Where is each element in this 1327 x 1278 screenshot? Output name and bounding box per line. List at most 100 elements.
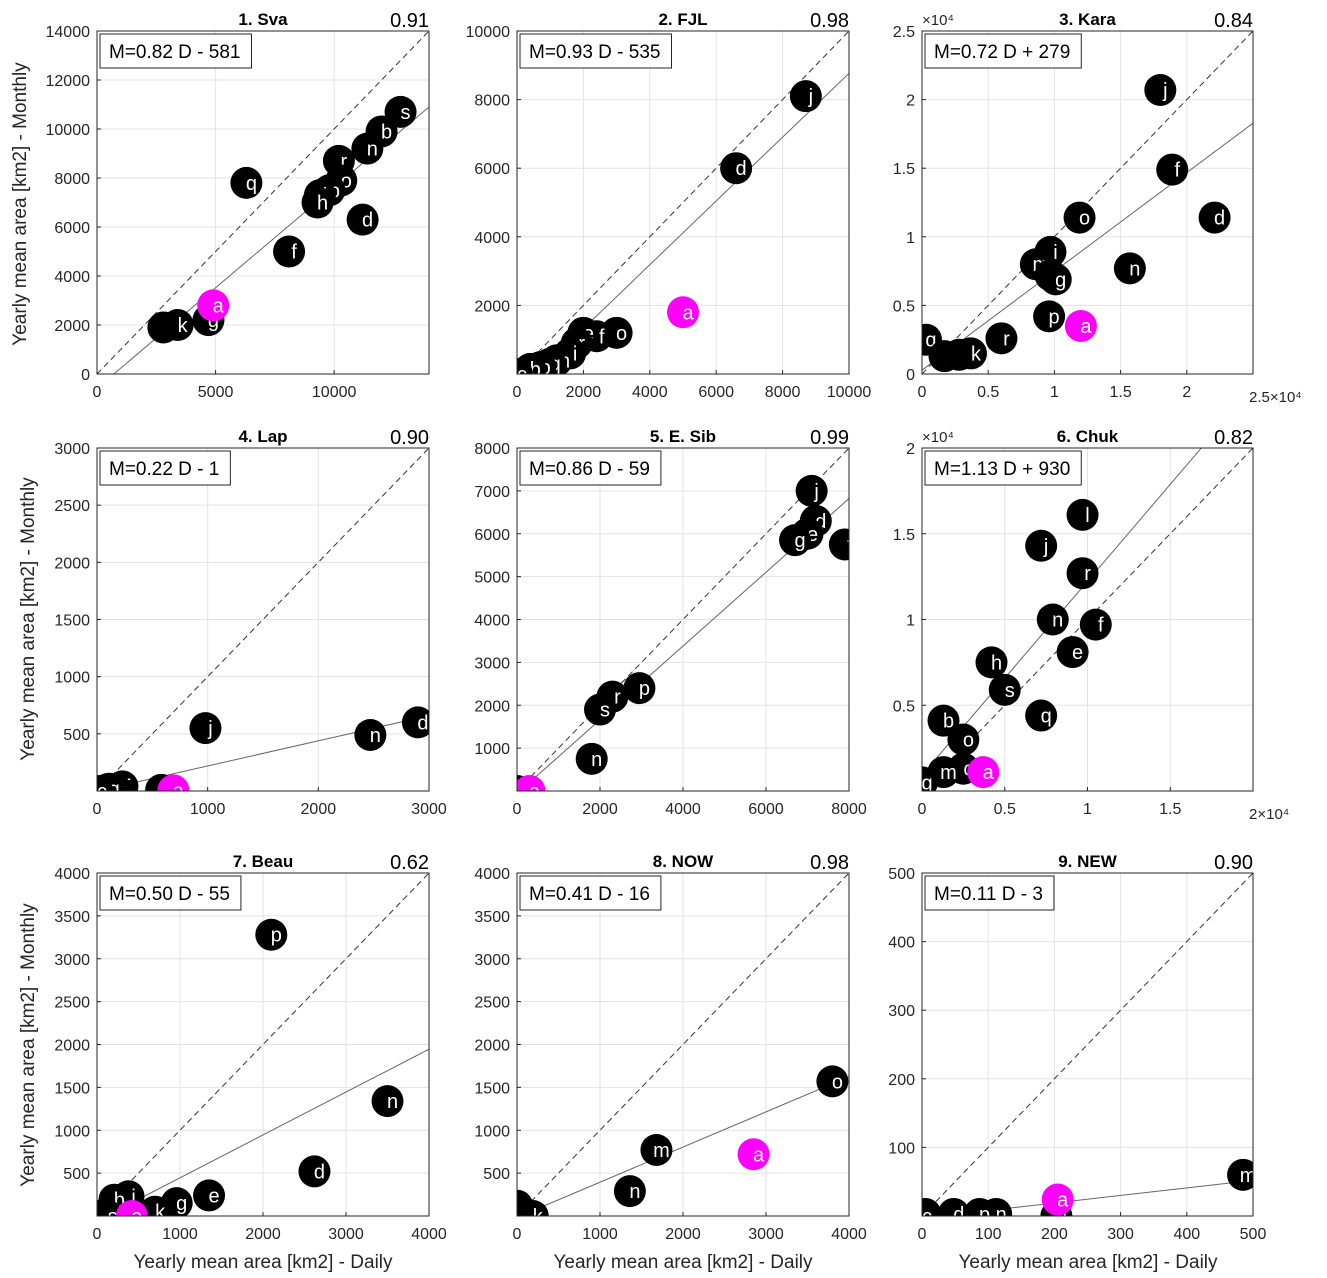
x-tick-label: 0 [93, 384, 102, 401]
data-point [1079, 608, 1112, 641]
data-point [517, 1200, 549, 1216]
x-tick-label: 2000 [245, 1226, 281, 1243]
data-point [1198, 201, 1231, 234]
regression-line [518, 1076, 849, 1216]
data-point [988, 673, 1021, 706]
data-point-label: j [813, 481, 818, 503]
data-point-label: p [639, 678, 650, 700]
data-point-label: g [794, 530, 805, 552]
axes-frame [96, 30, 430, 375]
equation-frame [924, 875, 1055, 911]
data-point-label: g [921, 772, 932, 794]
x-axis-label-col3: Yearly mean area [km2] - Daily [958, 1252, 1218, 1273]
data-point-label: m [1240, 1165, 1257, 1187]
data-point-label: b [530, 359, 541, 381]
x-tick-label: 0.5 [977, 384, 999, 401]
data-point-label: o [616, 323, 627, 345]
data-point-label: n [1129, 258, 1140, 280]
x-exponent-label: 2×10⁴ [1249, 806, 1289, 823]
regression-line [105, 1048, 429, 1216]
data-point [947, 723, 980, 756]
panel-5: 0 2000 4000 6000 8000 1000 2000 3000 4000 5000 600… [474, 427, 866, 818]
data-point [1056, 636, 1089, 669]
data-point [1066, 498, 1099, 531]
data-point [298, 1155, 331, 1188]
plot-content: jdoferimqpbca [517, 31, 849, 381]
y-tick-label: 2000 [474, 1038, 510, 1055]
data-point [371, 1085, 404, 1118]
data-point [963, 1197, 996, 1216]
x-tick-label: 4000 [632, 384, 668, 401]
data-point [584, 693, 616, 726]
data-point-label: s [401, 102, 411, 124]
y-tick-label: 2 [906, 93, 915, 110]
data-point-label: a [1057, 1190, 1069, 1212]
plot-area [922, 873, 1253, 1216]
y-tick-label: 100 [888, 1140, 915, 1157]
data-point-label: r [1084, 563, 1091, 585]
x-tick-label: 0 [918, 801, 927, 818]
data-point-label: d [815, 511, 826, 533]
equation-box: M=0.22 D - 1 [99, 450, 231, 486]
y-tick-label: 4000 [54, 269, 90, 286]
correlation-value: 0.98 [810, 852, 849, 874]
data-point [640, 1133, 673, 1166]
plot-content: sbnropjhdqflkga [97, 31, 429, 374]
data-point-label: b [943, 711, 954, 733]
y-tick-label: 1000 [54, 670, 90, 687]
y-tick-label: 10000 [466, 24, 511, 41]
equation-text: M=0.86 D - 59 [529, 459, 650, 480]
data-point-label: r [341, 151, 348, 173]
data-point [1025, 529, 1058, 562]
panel-6: 00.511.50.511.52×10⁴2×10⁴ljrnfehsqbocmga… [893, 427, 1289, 823]
x-tick-label: 4000 [831, 1226, 867, 1243]
y-exponent-label: ×10⁴ [922, 429, 954, 446]
x-tick-label: 1.5 [1159, 801, 1181, 818]
y-tick-label: 2.5 [893, 24, 915, 41]
axes-frame [516, 30, 850, 375]
correlation-value: 0.82 [1214, 427, 1253, 449]
data-point [401, 706, 429, 739]
data-point-label: k [155, 1202, 166, 1224]
equation-text: M=0.11 D - 3 [934, 884, 1043, 905]
data-point-label: m [653, 1140, 670, 1162]
equation-frame [519, 450, 662, 486]
data-point-label: l [1085, 505, 1089, 527]
x-tick-label: 6000 [698, 384, 734, 401]
x-tick-label: 2 [1182, 384, 1191, 401]
data-point-label: n [387, 1091, 398, 1113]
data-point [937, 1197, 970, 1216]
x-tick-label: 100 [975, 1226, 1002, 1243]
data-point-label: r [1003, 328, 1010, 350]
panel-title: 2. FJL [658, 10, 707, 29]
data-point-label: a [131, 1206, 143, 1228]
y-tick-label: 4000 [474, 866, 510, 883]
panel-4: 010002000300050010001500200025003000dnjo… [54, 427, 446, 818]
data-point-label: f [1098, 615, 1104, 637]
axes-frame [921, 30, 1254, 375]
data-point [613, 1175, 646, 1208]
data-point [97, 775, 113, 791]
equation-box: M=0.50 D - 55 [99, 875, 242, 911]
y-tick-label: 1000 [54, 1123, 90, 1140]
axes-frame [96, 447, 430, 792]
correlation-value: 0.90 [390, 427, 429, 449]
y-tick-label: 3500 [54, 909, 90, 926]
correlation-value: 0.62 [390, 852, 429, 874]
y-tick-label: 1500 [54, 1080, 90, 1097]
data-point [1036, 603, 1069, 636]
x-tick-label: 0 [513, 384, 522, 401]
x-tick-label: 1.5 [1109, 384, 1131, 401]
panel-title: 5. E. Sib [650, 427, 716, 446]
x-tick-label: 400 [1173, 1226, 1200, 1243]
x-tick-label: 8000 [765, 384, 801, 401]
x-tick-label: 2000 [665, 1226, 701, 1243]
data-point-label: o [1079, 208, 1090, 230]
data-point-label: g [176, 1193, 187, 1215]
panel-2: 0 2000 4000 6000 8000 10000 2000 4000 6000 8000 10… [466, 10, 872, 401]
y-tick-label: 6000 [54, 220, 90, 237]
panel-title: 6. Chuk [1057, 427, 1119, 446]
data-point-highlight [1041, 1183, 1074, 1216]
